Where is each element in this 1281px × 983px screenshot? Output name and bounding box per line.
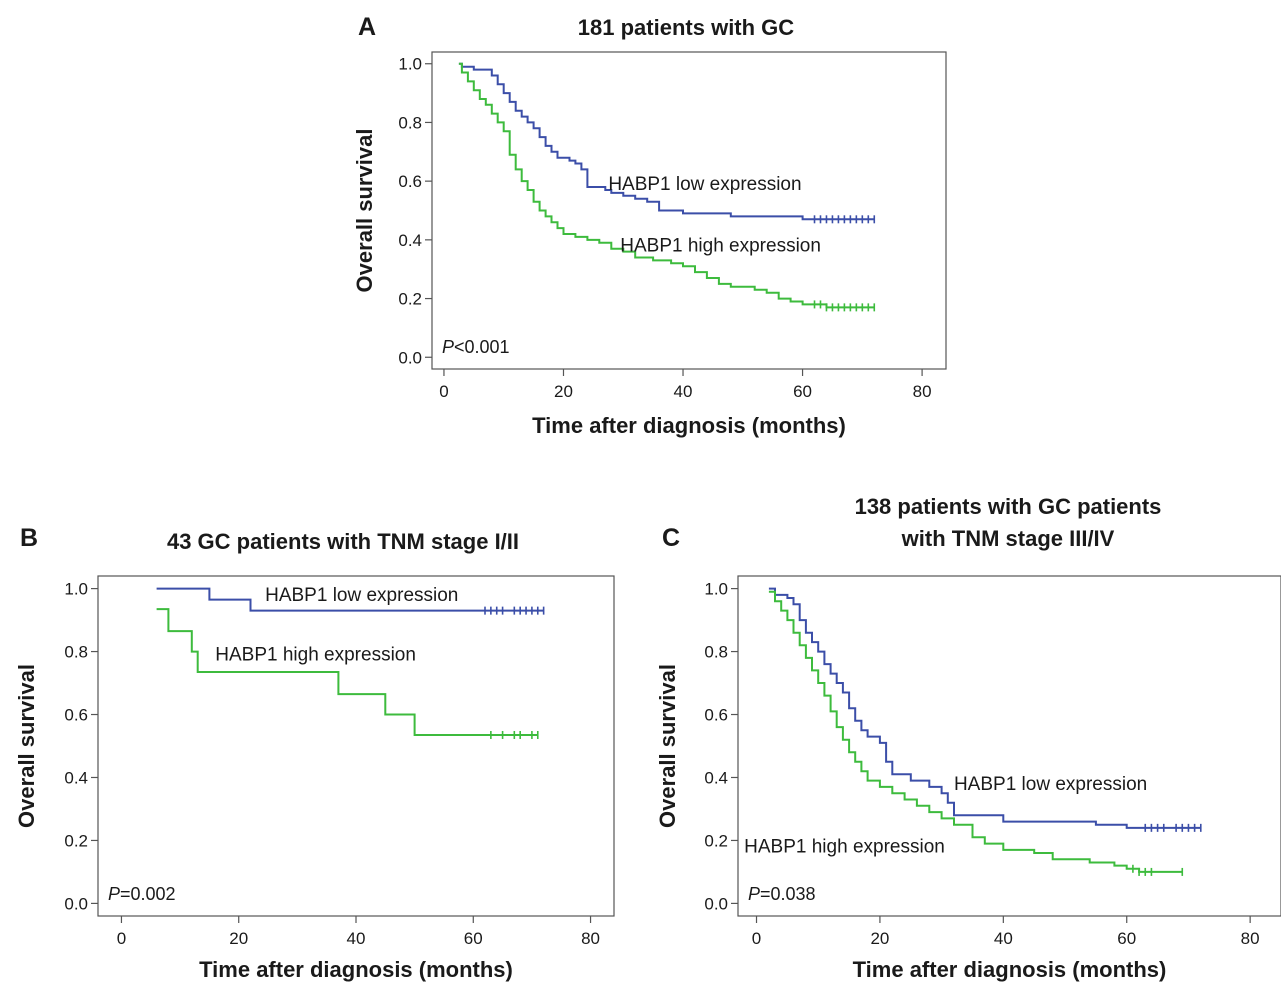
y-tick-label: 0.8 <box>704 643 728 662</box>
x-tick-label: 0 <box>439 382 448 401</box>
x-tick-label: 20 <box>554 382 573 401</box>
p-symbol: P <box>442 337 454 357</box>
y-tick-label: 0.0 <box>398 348 422 367</box>
x-tick-label: 40 <box>994 929 1013 948</box>
p-symbol: P <box>748 884 760 904</box>
p-value-label: P=0.002 <box>108 884 176 904</box>
y-tick-label: 0.2 <box>704 831 728 850</box>
x-tick-label: 40 <box>674 382 693 401</box>
chart-title: with TNM stage III/IV <box>901 526 1115 551</box>
x-axis-label: Time after diagnosis (months) <box>532 413 846 438</box>
y-tick-label: 1.0 <box>398 55 422 74</box>
p-symbol: P <box>108 884 120 904</box>
panel-a: A 181 patients with GC 0.0 0.2 0.4 0.6 0.8 1.0 0… <box>352 13 947 438</box>
y-tick-label: 0.8 <box>398 113 422 132</box>
y-tick-label: 0.4 <box>398 231 422 250</box>
panel-c: C 138 patients with GC patients with TNM s… <box>655 494 1281 982</box>
panel-b: B 43 GC patients with TNM stage I/II 0.0 0.… <box>14 524 615 982</box>
x-axis-label: Time after diagnosis (months) <box>199 957 513 982</box>
survival-curve <box>156 587 544 612</box>
series-label: HABP1 high expression <box>744 837 945 858</box>
panel-label: A <box>358 13 376 41</box>
y-tick-label: 0.0 <box>64 894 88 913</box>
series-label: HABP1 low expression <box>954 774 1147 795</box>
chart-title: 43 GC patients with TNM stage I/II <box>167 529 519 554</box>
series-label: HABP1 low expression <box>608 174 801 195</box>
y-tick-label: 0.4 <box>64 768 88 787</box>
x-tick-label: 20 <box>870 929 889 948</box>
y-tick-label: 1.0 <box>64 580 88 599</box>
plot-frame <box>431 51 947 370</box>
x-tick-label: 20 <box>229 929 248 948</box>
p-value-label: P=0.038 <box>748 884 816 904</box>
p-value-label: P<0.001 <box>442 337 510 357</box>
y-axis-label: Overall survival <box>352 129 377 293</box>
survival-curve <box>458 62 875 221</box>
panel-label: B <box>20 524 38 552</box>
x-tick-label: 80 <box>1241 929 1260 948</box>
series-label: HABP1 high expression <box>215 645 416 666</box>
x-tick-label: 80 <box>913 382 932 401</box>
y-axis-label: Overall survival <box>655 664 680 828</box>
y-tick-label: 0.8 <box>64 643 88 662</box>
y-tick-label: 0.6 <box>398 172 422 191</box>
chart-title: 181 patients with GC <box>578 15 794 40</box>
chart-title: 138 patients with GC patients <box>855 494 1162 519</box>
y-tick-label: 0.2 <box>64 831 88 850</box>
survival-curve <box>768 590 1183 873</box>
y-tick-label: 0.0 <box>704 894 728 913</box>
x-tick-label: 40 <box>347 929 366 948</box>
series-label: HABP1 low expression <box>265 585 458 606</box>
x-tick-label: 60 <box>464 929 483 948</box>
p-value: <0.001 <box>454 337 510 357</box>
plot-frame <box>97 575 615 917</box>
p-value: =0.002 <box>120 884 176 904</box>
x-tick-label: 60 <box>793 382 812 401</box>
y-tick-label: 0.6 <box>64 706 88 725</box>
y-tick-label: 0.6 <box>704 706 728 725</box>
y-tick-label: 0.2 <box>398 290 422 309</box>
survival-curve <box>768 587 1201 829</box>
series-label: HABP1 high expression <box>620 236 821 257</box>
y-tick-label: 1.0 <box>704 580 728 599</box>
y-tick-label: 0.4 <box>704 768 728 787</box>
survival-curve <box>458 62 875 309</box>
x-tick-label: 60 <box>1117 929 1136 948</box>
y-axis-label: Overall survival <box>14 664 39 828</box>
p-value: =0.038 <box>760 884 816 904</box>
x-axis-label: Time after diagnosis (months) <box>853 957 1167 982</box>
x-tick-label: 0 <box>117 929 126 948</box>
x-tick-label: 0 <box>752 929 761 948</box>
x-tick-label: 80 <box>581 929 600 948</box>
survival-curve <box>156 608 538 736</box>
panel-label: C <box>662 524 680 552</box>
plot-frame <box>737 575 1281 917</box>
